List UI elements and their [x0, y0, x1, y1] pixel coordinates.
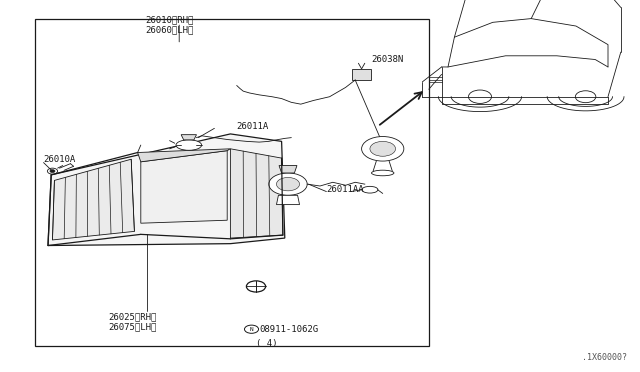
Circle shape: [269, 173, 307, 195]
Text: 26010〈RH〉
26060〈LH〉: 26010〈RH〉 26060〈LH〉: [145, 15, 194, 34]
Text: ( 4): ( 4): [256, 339, 278, 347]
Text: 26011A: 26011A: [237, 122, 269, 131]
Text: 26025〈RH〉
26075〈LH〉: 26025〈RH〉 26075〈LH〉: [109, 312, 157, 331]
Ellipse shape: [176, 140, 202, 150]
Polygon shape: [352, 69, 371, 80]
Text: 26010A: 26010A: [44, 155, 76, 164]
Circle shape: [468, 90, 492, 103]
Text: 08911-1062G: 08911-1062G: [259, 325, 318, 334]
Text: 26038N: 26038N: [371, 55, 403, 64]
Circle shape: [575, 91, 596, 103]
Text: 26011AA: 26011AA: [326, 185, 364, 194]
Circle shape: [50, 170, 55, 173]
Circle shape: [276, 177, 300, 191]
Text: N: N: [250, 327, 253, 332]
Polygon shape: [276, 195, 300, 205]
Text: .1X60000?: .1X60000?: [582, 353, 627, 362]
Circle shape: [362, 137, 404, 161]
Ellipse shape: [371, 170, 394, 176]
Bar: [35, 19, 429, 346]
Polygon shape: [181, 135, 196, 140]
Circle shape: [370, 141, 396, 156]
Ellipse shape: [362, 186, 378, 193]
Polygon shape: [230, 149, 283, 238]
Polygon shape: [141, 151, 227, 223]
Circle shape: [47, 168, 58, 174]
Circle shape: [244, 325, 259, 333]
Polygon shape: [138, 149, 230, 162]
Polygon shape: [52, 159, 134, 240]
Polygon shape: [48, 134, 285, 246]
Circle shape: [246, 281, 266, 292]
Polygon shape: [279, 166, 297, 173]
